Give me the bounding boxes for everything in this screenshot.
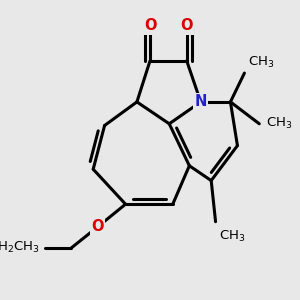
Text: O: O: [91, 219, 104, 234]
Text: CH$_3$: CH$_3$: [248, 55, 274, 70]
Text: CH$_2$CH$_3$: CH$_2$CH$_3$: [0, 240, 40, 255]
Text: O: O: [181, 18, 193, 33]
Text: CH$_3$: CH$_3$: [219, 229, 245, 244]
Text: O: O: [144, 18, 156, 33]
Text: N: N: [194, 94, 207, 110]
Text: CH$_3$: CH$_3$: [266, 116, 293, 131]
